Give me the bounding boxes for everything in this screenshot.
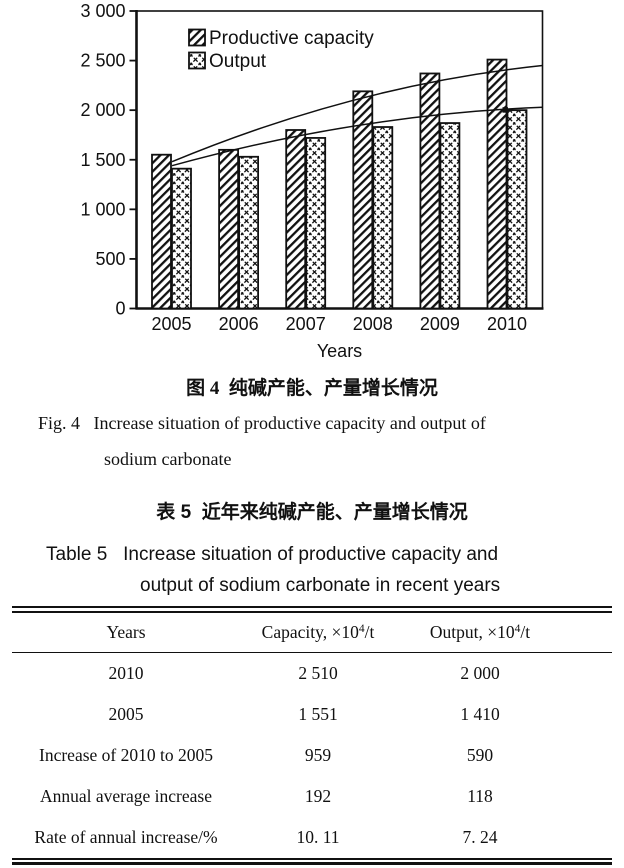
bar-output-2006 (238, 155, 260, 310)
y-tick-label: 2 000 (80, 100, 125, 120)
legend-swatch-output (188, 51, 206, 70)
column-header-output: Output, ×104/t (429, 621, 531, 642)
bar-output-2009 (439, 122, 461, 310)
x-tick-label-2010: 2010 (487, 314, 527, 334)
y-tick-label: 2 500 (80, 51, 125, 71)
y-tick-label: 1 000 (80, 199, 125, 219)
y-tick-label: 500 (95, 249, 125, 269)
bar-capacity-2010 (486, 58, 508, 310)
table-bottom-rule-inner (12, 858, 612, 860)
capacity-cell: 959 (304, 745, 332, 766)
bar-capacity-2007 (285, 129, 307, 310)
table-row: Annual average increase 192 118 (12, 776, 612, 817)
row-label: Rate of annual increase/% (34, 827, 218, 848)
table-row: 2010 2 510 2 000 (12, 653, 612, 694)
y-tick-label: 1 500 (80, 150, 125, 170)
table5-caption-zh: 表 5 近年来纯碱产能、产量增长情况 (156, 502, 468, 523)
figure4-caption-zh: 图 4 纯碱产能、产量增长情况 (186, 378, 438, 399)
row-label: 2005 (108, 704, 144, 725)
y-tick-label: 0 (115, 299, 125, 319)
table-row: 2005 1 551 1 410 (12, 694, 612, 735)
x-tick-label-2007: 2007 (286, 314, 326, 334)
bar-output-2007 (305, 137, 327, 310)
x-axis-title: Years (317, 341, 362, 361)
row-label: Increase of 2010 to 2005 (39, 745, 213, 766)
output-cell: 1 410 (460, 704, 500, 725)
legend-label-capacity: Productive capacity (209, 28, 374, 49)
x-tick-label-2005: 2005 (151, 314, 191, 334)
capacity-cell: 10. 11 (296, 827, 340, 848)
trend-line-output (171, 106, 543, 167)
figure4-caption-en-line2: sodium carbonate (104, 449, 232, 469)
table5-caption-en-line1: Table 5 Increase situation of productive… (46, 544, 499, 565)
column-header-years: Years (106, 621, 146, 642)
table5: Years Capacity, ×104/t Output, ×104/t 20… (12, 606, 612, 865)
legend-label-output: Output (209, 51, 267, 72)
capacity-output-bar-chart: 0 500 1 000 1 500 2 000 2 500 3 000 2005 2006 200… (80, 1, 544, 361)
capacity-cell: 1 551 (298, 704, 338, 725)
bar-output-2005 (171, 167, 192, 310)
x-tick-label-2006: 2006 (219, 314, 259, 334)
output-cell: 7. 24 (462, 827, 498, 848)
bar-capacity-2008 (352, 90, 374, 310)
output-cell: 2 000 (460, 663, 500, 684)
row-label: Annual average increase (40, 786, 212, 807)
table-row: Rate of annual increase/% 10. 11 7. 24 (12, 817, 612, 858)
bar-capacity-2005 (151, 153, 172, 310)
table5-caption-en-line2: output of sodium carbonate in recent yea… (140, 575, 501, 596)
x-tick-label-2009: 2009 (420, 314, 460, 334)
trend-end-marker (502, 107, 508, 113)
figure4-caption-en-line1: Fig. 4 Increase situation of productive … (38, 413, 486, 433)
table-header-rule (12, 651, 612, 653)
trend-line-capacity (171, 64, 543, 163)
table-bottom-rule-outer (12, 861, 612, 865)
table-header-row: Years Capacity, ×104/t Output, ×104/t (12, 613, 612, 652)
bar-output-2010 (506, 109, 528, 310)
output-cell: 118 (467, 786, 493, 807)
table-top-rule-inner (12, 611, 612, 613)
capacity-cell: 192 (304, 786, 332, 807)
legend-swatch-capacity (188, 28, 206, 47)
column-header-capacity: Capacity, ×104/t (261, 621, 375, 642)
table-row: Increase of 2010 to 2005 959 590 (12, 735, 612, 776)
row-label: 2010 (108, 663, 144, 684)
capacity-cell: 2 510 (298, 663, 338, 684)
output-cell: 590 (466, 745, 494, 766)
bar-capacity-2006 (218, 148, 240, 310)
bar-output-2008 (372, 126, 394, 310)
x-tick-label-2008: 2008 (353, 314, 393, 334)
y-tick-label: 3 000 (80, 1, 125, 21)
bar-capacity-2009 (419, 72, 441, 310)
table-top-rule-outer (12, 606, 612, 608)
